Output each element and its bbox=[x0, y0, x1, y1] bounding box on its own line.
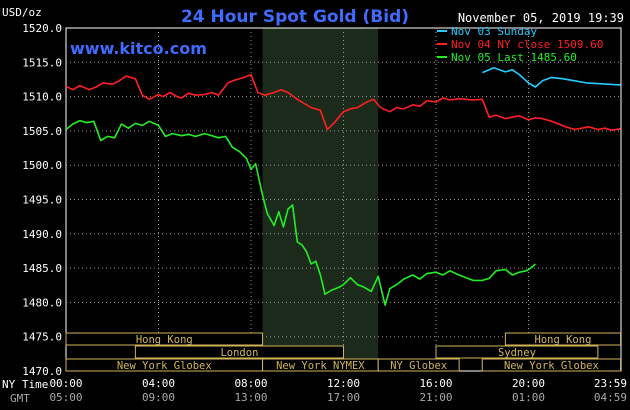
timestamp: November 05, 2019 19:39 bbox=[458, 11, 624, 25]
series-line-1 bbox=[65, 73, 621, 131]
series-line-2 bbox=[65, 119, 536, 306]
axis-layer: 1520.0 1515.0 1510.0 1505.0 1500.0 1495.0 1490… bbox=[22, 22, 627, 404]
session-label: NY Globex bbox=[390, 360, 447, 372]
unit-label: USD/oz bbox=[2, 6, 42, 19]
session-label: New York Globex bbox=[117, 360, 212, 372]
series-line-0 bbox=[481, 67, 621, 88]
session-label: Hong Kong bbox=[136, 334, 193, 346]
x-tick-label-ny: 00:00 bbox=[49, 377, 82, 390]
y-tick-label: 1500.0 bbox=[22, 159, 62, 172]
legend-entry: Nov 05 Last 1485.60 bbox=[451, 51, 577, 64]
session-label: Hong Kong bbox=[535, 334, 592, 346]
session-bar bbox=[504, 332, 622, 346]
x-tick-label-gmt: 09:00 bbox=[142, 391, 175, 404]
session-label: New York Globex bbox=[504, 360, 599, 372]
session-bar bbox=[481, 358, 622, 372]
y-tick-label: 1485.0 bbox=[22, 262, 62, 275]
x-tick-label-ny: 12:00 bbox=[327, 377, 360, 390]
y-tick-label: 1505.0 bbox=[22, 125, 62, 138]
nymex-highlight-band bbox=[262, 28, 379, 371]
session-bar bbox=[435, 345, 599, 359]
y-tick-label: 1495.0 bbox=[22, 194, 62, 207]
chart-title: 24 Hour Spot Gold (Bid) bbox=[181, 7, 409, 27]
x-tick-label-ny: 16:00 bbox=[419, 377, 452, 390]
x-tick-label-ny: 08:00 bbox=[234, 377, 267, 390]
y-tick-label: 1480.0 bbox=[22, 296, 62, 309]
x-tick-label-gmt: 05:00 bbox=[49, 391, 82, 404]
y-tick-label: 1520.0 bbox=[22, 22, 62, 35]
session-label: London bbox=[220, 347, 258, 359]
x-tick-label-ny: 04:00 bbox=[142, 377, 175, 390]
x-tick-label-gmt: 01:00 bbox=[512, 391, 545, 404]
y-tick-label: 1510.0 bbox=[22, 91, 62, 104]
y-tick-label: 1470.0 bbox=[22, 365, 62, 378]
session-bar bbox=[377, 358, 460, 372]
y-tick-label: 1475.0 bbox=[22, 331, 62, 344]
session-bar bbox=[134, 345, 344, 359]
y-tick-label: 1515.0 bbox=[22, 56, 62, 69]
legend-entry: Nov 04 NY close 1509.60 bbox=[451, 38, 603, 51]
series-layer bbox=[65, 67, 621, 306]
ny-time-axis-label: NY Time bbox=[2, 378, 48, 391]
session-label: New York NYMEX bbox=[276, 360, 365, 372]
x-tick-label-gmt: 17:00 bbox=[327, 391, 360, 404]
watermark: www.kitco.com bbox=[70, 39, 207, 58]
session-bar bbox=[65, 332, 264, 346]
x-tick-label-gmt: 13:00 bbox=[234, 391, 267, 404]
session-label: Sydney bbox=[498, 347, 536, 359]
legend-entry: Nov 03 Sunday bbox=[451, 25, 537, 38]
x-tick-label-gmt: 21:00 bbox=[419, 391, 452, 404]
gmt-axis-label: GMT bbox=[10, 392, 30, 405]
x-tick-label-ny: 20:00 bbox=[512, 377, 545, 390]
y-tick-label: 1490.0 bbox=[22, 228, 62, 241]
x-tick-label-ny: 23:59 bbox=[594, 377, 627, 390]
x-tick-label-gmt: 04:59 bbox=[594, 391, 627, 404]
